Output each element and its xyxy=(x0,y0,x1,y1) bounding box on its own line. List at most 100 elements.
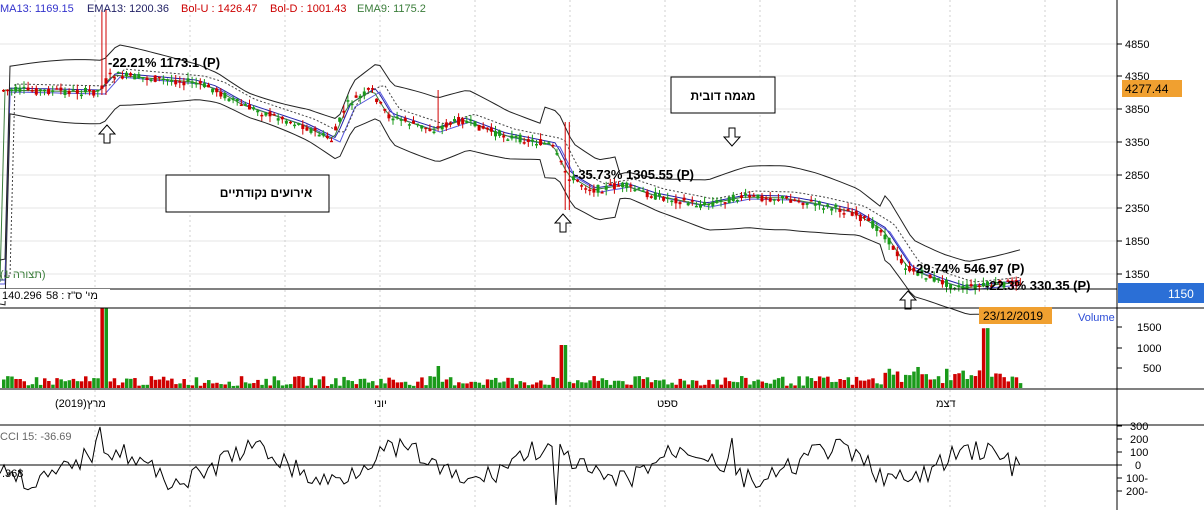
candle-body xyxy=(826,204,830,207)
volume-bar xyxy=(969,375,974,388)
volume-bar xyxy=(350,381,354,388)
candle-body xyxy=(686,202,690,206)
candle-body xyxy=(625,182,629,189)
volume-bar xyxy=(289,384,293,388)
volume-bars xyxy=(2,308,1023,388)
candle-body xyxy=(600,192,604,194)
volume-bar xyxy=(161,376,166,388)
candle-body xyxy=(518,134,522,143)
volume-bar xyxy=(137,385,141,388)
candle-body xyxy=(248,104,251,110)
volume-bar xyxy=(108,381,113,388)
candle-body xyxy=(112,76,116,79)
candle-body xyxy=(223,93,227,99)
volume-bar xyxy=(563,345,568,388)
candle-body xyxy=(47,88,51,95)
volume-bar xyxy=(703,384,707,388)
volume-bar xyxy=(612,380,617,388)
volume-bar xyxy=(346,380,350,388)
volume-bar xyxy=(768,383,773,388)
volume-bar xyxy=(752,381,756,388)
volume-tick: 1000 xyxy=(1137,343,1161,355)
candle-body xyxy=(387,114,391,119)
candle-body xyxy=(309,128,313,133)
candle-body xyxy=(424,127,428,130)
candle-body xyxy=(867,218,871,221)
candle-body xyxy=(264,112,268,116)
volume-bar xyxy=(112,378,117,388)
price-tick: 2350 xyxy=(1125,203,1149,215)
volume-bar xyxy=(280,385,285,388)
candle-body xyxy=(932,277,936,282)
candle-body xyxy=(170,80,174,82)
volume-bar xyxy=(219,384,223,388)
candle-body xyxy=(239,104,243,107)
candle-body xyxy=(986,281,989,286)
candle-body xyxy=(235,98,239,102)
volume-bar xyxy=(932,379,937,388)
volume-bar xyxy=(588,380,592,388)
volume-bar xyxy=(403,381,408,388)
candle-body xyxy=(908,265,912,272)
candle-body xyxy=(629,185,633,187)
candle-body xyxy=(760,195,764,202)
volume-bar xyxy=(297,376,301,388)
candle-body xyxy=(530,139,534,142)
volume-bar xyxy=(694,380,699,388)
volume-bar xyxy=(96,378,100,388)
annotation-label: 29.74% 546.97 (P) xyxy=(916,261,1024,276)
candle-body xyxy=(813,203,817,206)
candle-body xyxy=(416,123,420,126)
volume-bar xyxy=(264,378,268,388)
volume-bar xyxy=(371,381,375,388)
volume-bar xyxy=(391,379,395,388)
volume-bar xyxy=(744,377,748,388)
candle-body xyxy=(79,94,83,97)
volume-bar xyxy=(63,381,67,388)
candle-body xyxy=(871,221,875,228)
volume-bar xyxy=(633,376,637,388)
volume-bar xyxy=(149,376,154,388)
cci-tick: 200 xyxy=(1130,434,1148,446)
candle-body xyxy=(744,193,748,196)
volume-bar xyxy=(313,385,318,388)
candle-body xyxy=(88,89,92,92)
volume-bar xyxy=(863,380,867,388)
volume-bar xyxy=(904,374,908,388)
candle-body xyxy=(342,110,346,113)
volume-bar xyxy=(940,383,945,388)
candle-body xyxy=(543,143,547,145)
cci-tick: 100- xyxy=(1126,473,1148,485)
volume-bar xyxy=(793,385,797,388)
volume-bar xyxy=(649,382,654,388)
note-text-events: אירועים נקודתיים xyxy=(220,186,312,200)
note-box-events xyxy=(165,174,330,213)
note-text-trend: מגמה דובית xyxy=(691,89,756,103)
candle-body xyxy=(6,89,10,92)
volume-bar xyxy=(748,384,752,388)
candle-body xyxy=(514,135,518,138)
candle-body xyxy=(198,81,202,84)
volume-bar xyxy=(252,383,256,388)
date-badge-text: 23/12/2019 xyxy=(983,309,1043,323)
candle-body xyxy=(776,199,780,201)
volume-bar xyxy=(600,378,605,388)
cci-tick: 200- xyxy=(1126,486,1148,498)
volume-bar xyxy=(153,379,158,388)
volume-bar xyxy=(899,381,904,388)
candle-body xyxy=(756,194,760,199)
candle-body xyxy=(711,201,715,207)
volume-bar xyxy=(325,385,330,388)
candle-body xyxy=(55,88,59,90)
volume-bar xyxy=(166,380,170,388)
volume-bar xyxy=(248,383,252,388)
annotation-label: -22.21% 1173.1 (P) xyxy=(108,55,220,70)
volume-bar xyxy=(243,382,248,388)
volume-bar xyxy=(330,384,334,388)
volume-bar xyxy=(723,377,728,388)
volume-bar xyxy=(481,384,486,388)
candle-body xyxy=(71,89,75,91)
cursor-label: מי' ס''ז : 58 xyxy=(46,290,98,302)
candle-body xyxy=(723,202,727,204)
candle-body xyxy=(96,90,100,92)
